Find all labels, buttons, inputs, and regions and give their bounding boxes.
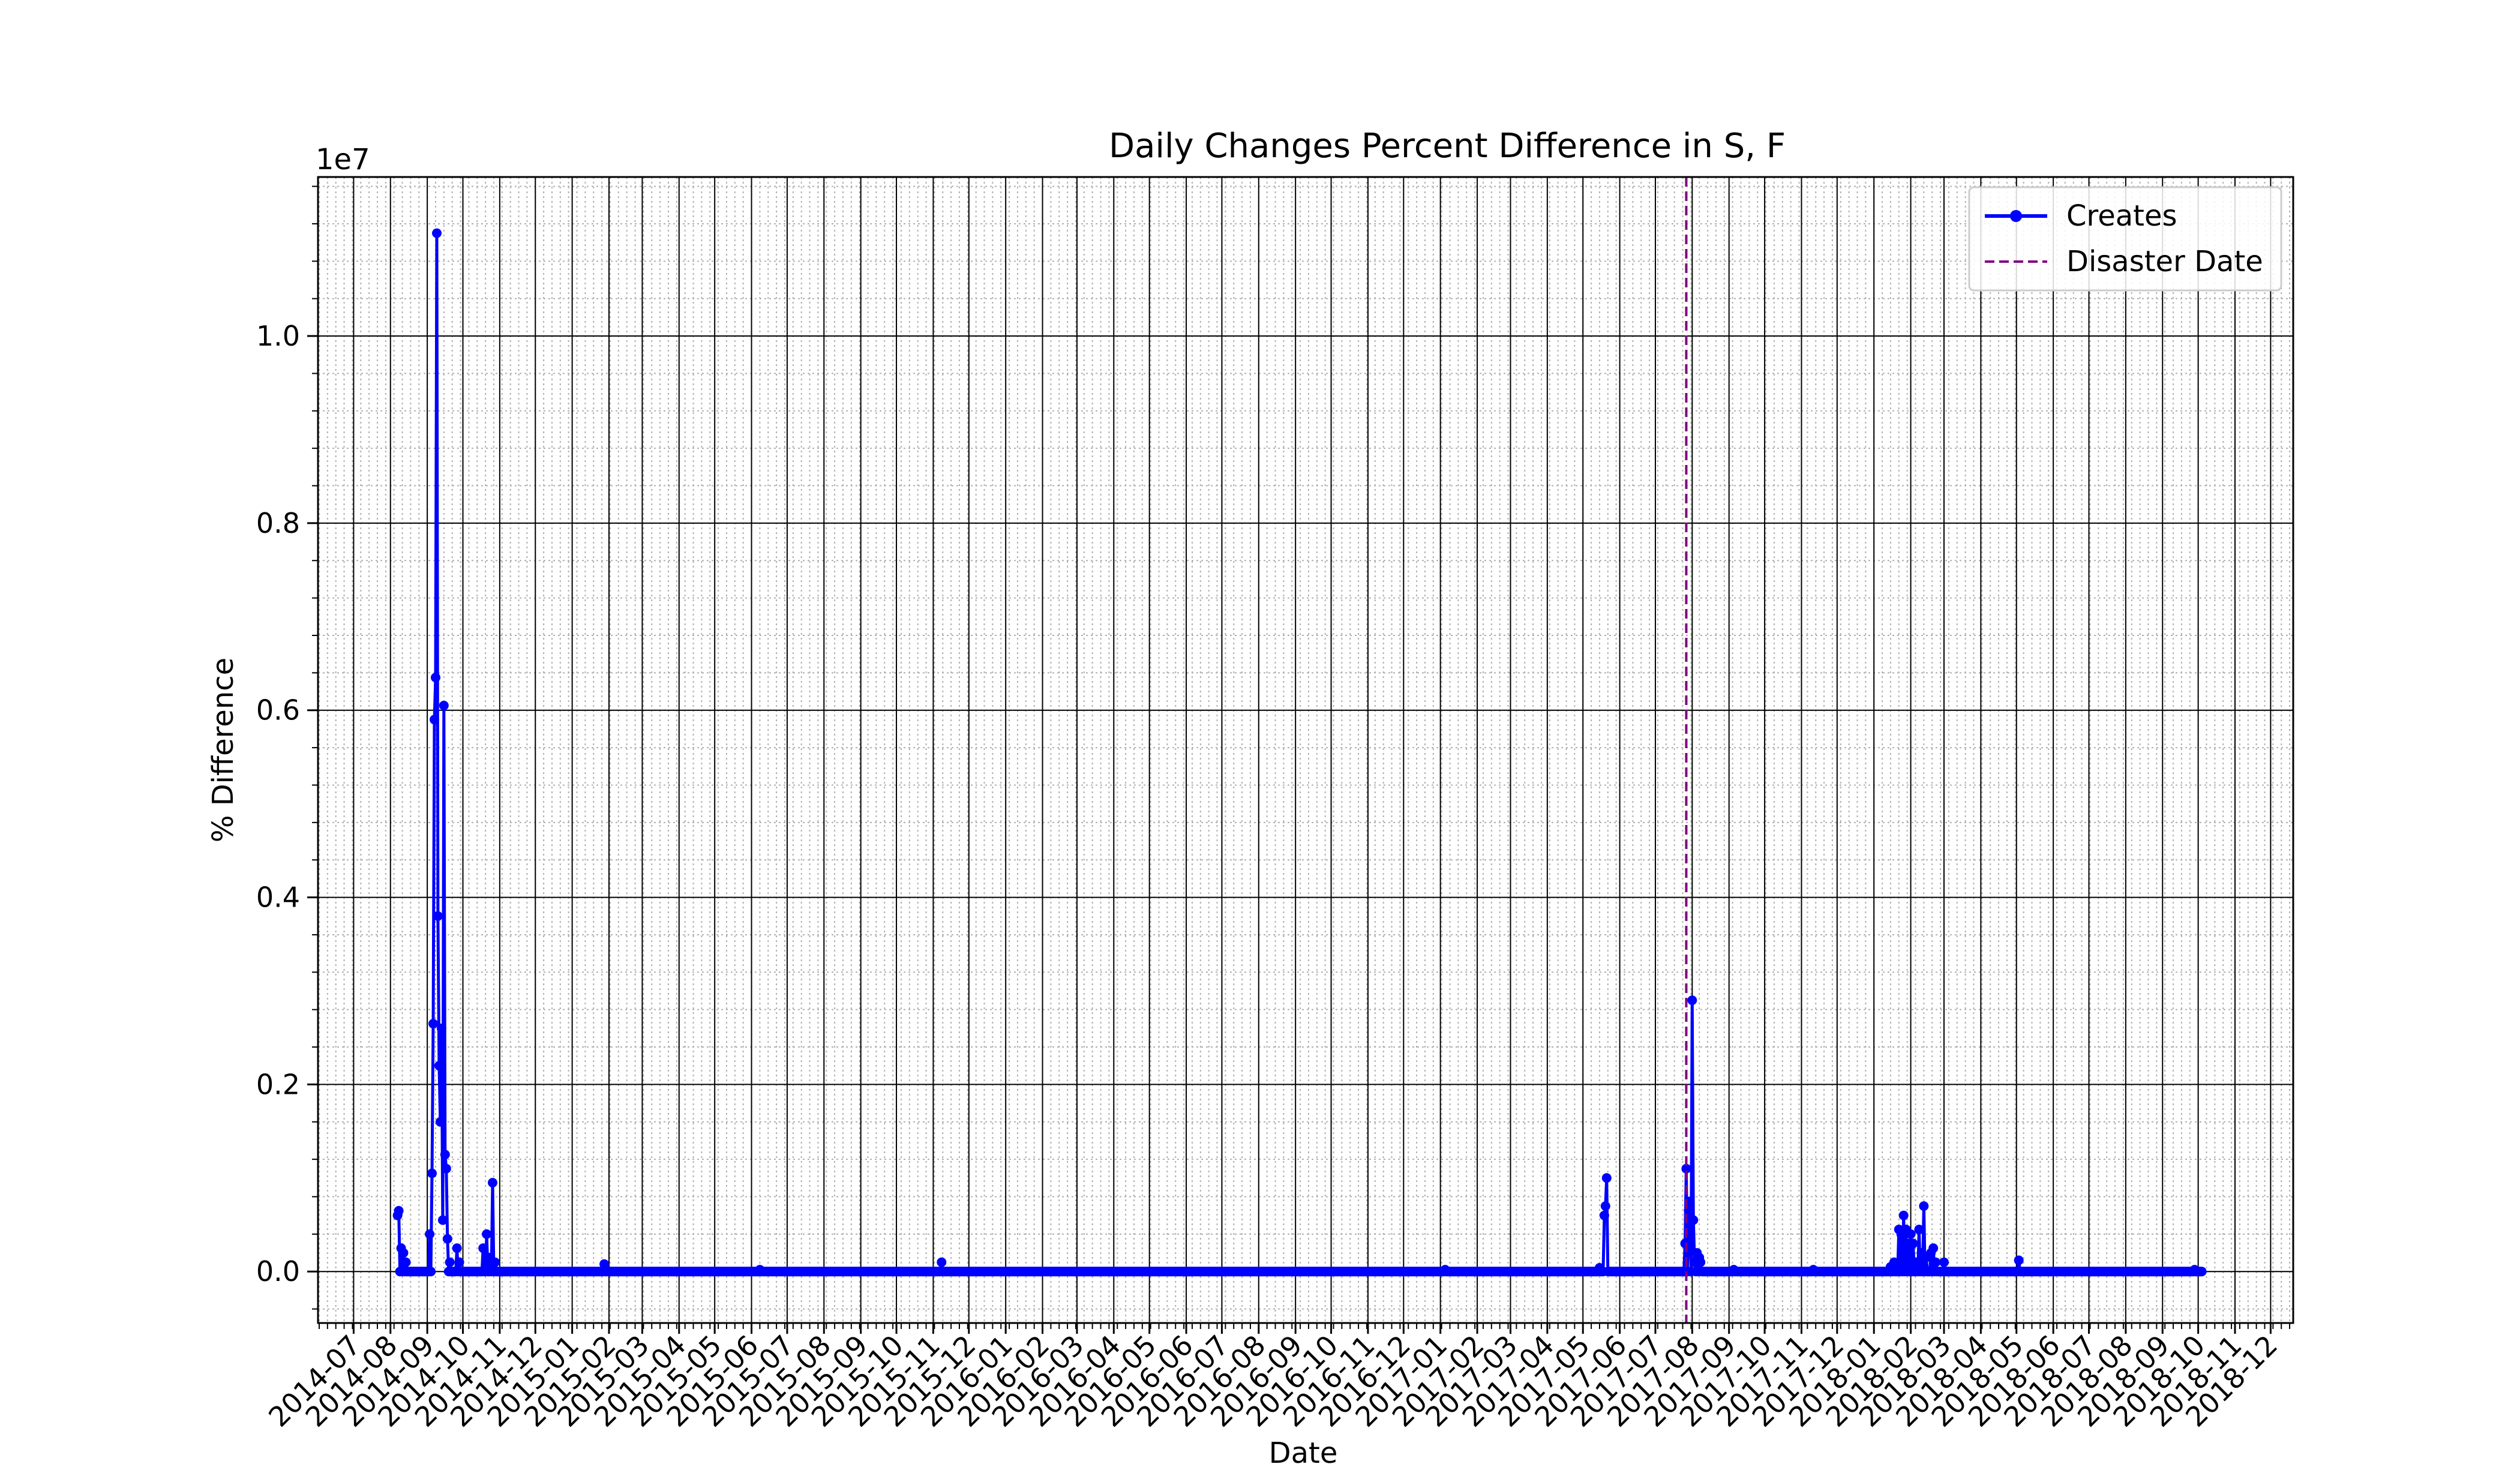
- creates-point: [434, 1061, 444, 1071]
- creates-point: [1914, 1225, 1924, 1235]
- creates-point: [490, 1257, 500, 1267]
- creates-point: [1889, 1257, 1899, 1267]
- y-tick-label: 0.2: [256, 1068, 300, 1100]
- creates-point: [1898, 1210, 1909, 1220]
- creates-point: [433, 911, 443, 921]
- creates-point: [454, 1257, 464, 1267]
- creates-point: [441, 1163, 451, 1174]
- y-tick-label: 1.0: [256, 320, 300, 352]
- creates-point: [437, 1215, 448, 1225]
- y-offset-label: 1e7: [316, 143, 370, 176]
- creates-point: [1919, 1201, 1929, 1211]
- minor-grid: [318, 177, 2293, 1323]
- creates-point: [2197, 1267, 2207, 1277]
- creates-point: [427, 1168, 437, 1178]
- creates-point: [401, 1257, 411, 1267]
- x-axis: 2014-072014-082014-092014-102014-112014-…: [262, 1323, 2291, 1433]
- creates-point: [394, 1205, 404, 1216]
- creates-point: [1908, 1238, 1918, 1249]
- creates-point: [425, 1229, 435, 1239]
- creates-point: [1600, 1201, 1610, 1211]
- creates-point: [1906, 1229, 1916, 1239]
- y-tick-label: 0.0: [256, 1255, 300, 1288]
- chart-title: Daily Changes Percent Difference in S, F: [1109, 127, 1786, 166]
- creates-point: [937, 1257, 947, 1267]
- creates-point: [1599, 1210, 1609, 1220]
- creates-point: [426, 1267, 436, 1277]
- creates-point: [478, 1243, 488, 1253]
- creates-point: [435, 1117, 445, 1127]
- creates-point: [398, 1248, 409, 1258]
- legend-creates-marker: [2010, 210, 2022, 222]
- creates-point: [1688, 1215, 1699, 1225]
- legend-disaster-label: Disaster Date: [2066, 245, 2263, 278]
- creates-point: [1681, 1163, 1691, 1174]
- series-creates: [392, 228, 2207, 1277]
- creates-baseline-markers: [392, 228, 2207, 1277]
- creates-point: [439, 700, 449, 710]
- x-axis-label: Date: [1269, 1436, 1338, 1470]
- creates-point: [1928, 1243, 1939, 1253]
- creates-point: [1601, 1173, 1612, 1183]
- creates-point: [1912, 1257, 1922, 1267]
- major-grid: [318, 177, 2293, 1323]
- creates-point: [599, 1259, 610, 1269]
- y-tick-label: 0.4: [256, 881, 300, 914]
- creates-point: [2014, 1255, 2024, 1265]
- creates-point: [442, 1234, 452, 1244]
- y-tick-label: 0.6: [256, 694, 300, 727]
- creates-point: [1687, 995, 1697, 1006]
- legend-box: [1968, 186, 2282, 292]
- creates-point: [488, 1178, 497, 1188]
- creates-point: [445, 1257, 455, 1267]
- creates-point: [428, 1019, 438, 1029]
- creates-point: [436, 1023, 446, 1033]
- y-axis-label: % Difference: [206, 658, 240, 842]
- creates-point: [432, 228, 442, 238]
- legend: Creates Disaster Date: [1968, 186, 2282, 292]
- creates-point: [1939, 1257, 1949, 1267]
- y-axis: 0.0 0.2 0.4 0.6 0.8 1.0: [256, 185, 318, 1310]
- creates-point: [431, 673, 440, 683]
- creates-point: [1696, 1257, 1706, 1267]
- creates-point: [430, 715, 439, 725]
- creates-point: [440, 1150, 450, 1160]
- creates-point: [452, 1243, 462, 1253]
- legend-creates-label: Creates: [2066, 199, 2177, 233]
- y-tick-label: 0.8: [256, 507, 300, 539]
- plot-frame: [317, 176, 2294, 1324]
- creates-point: [1931, 1257, 1941, 1267]
- creates-point: [482, 1229, 492, 1239]
